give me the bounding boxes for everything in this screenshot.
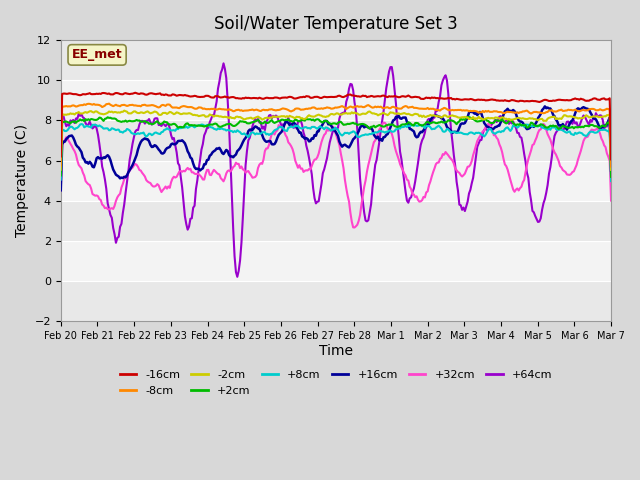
Legend: -16cm, -8cm, -2cm, +2cm, +8cm, +16cm, +32cm, +64cm: -16cm, -8cm, -2cm, +2cm, +8cm, +16cm, +3… [115,366,557,400]
Bar [61,0,611,40]
Bar [61,80,611,120]
Bar [61,161,611,201]
Bar [61,241,611,281]
Text: EE_met: EE_met [72,48,122,61]
Y-axis label: Temperature (C): Temperature (C) [15,124,29,237]
X-axis label: Time: Time [319,344,353,358]
Title: Soil/Water Temperature Set 3: Soil/Water Temperature Set 3 [214,15,458,33]
